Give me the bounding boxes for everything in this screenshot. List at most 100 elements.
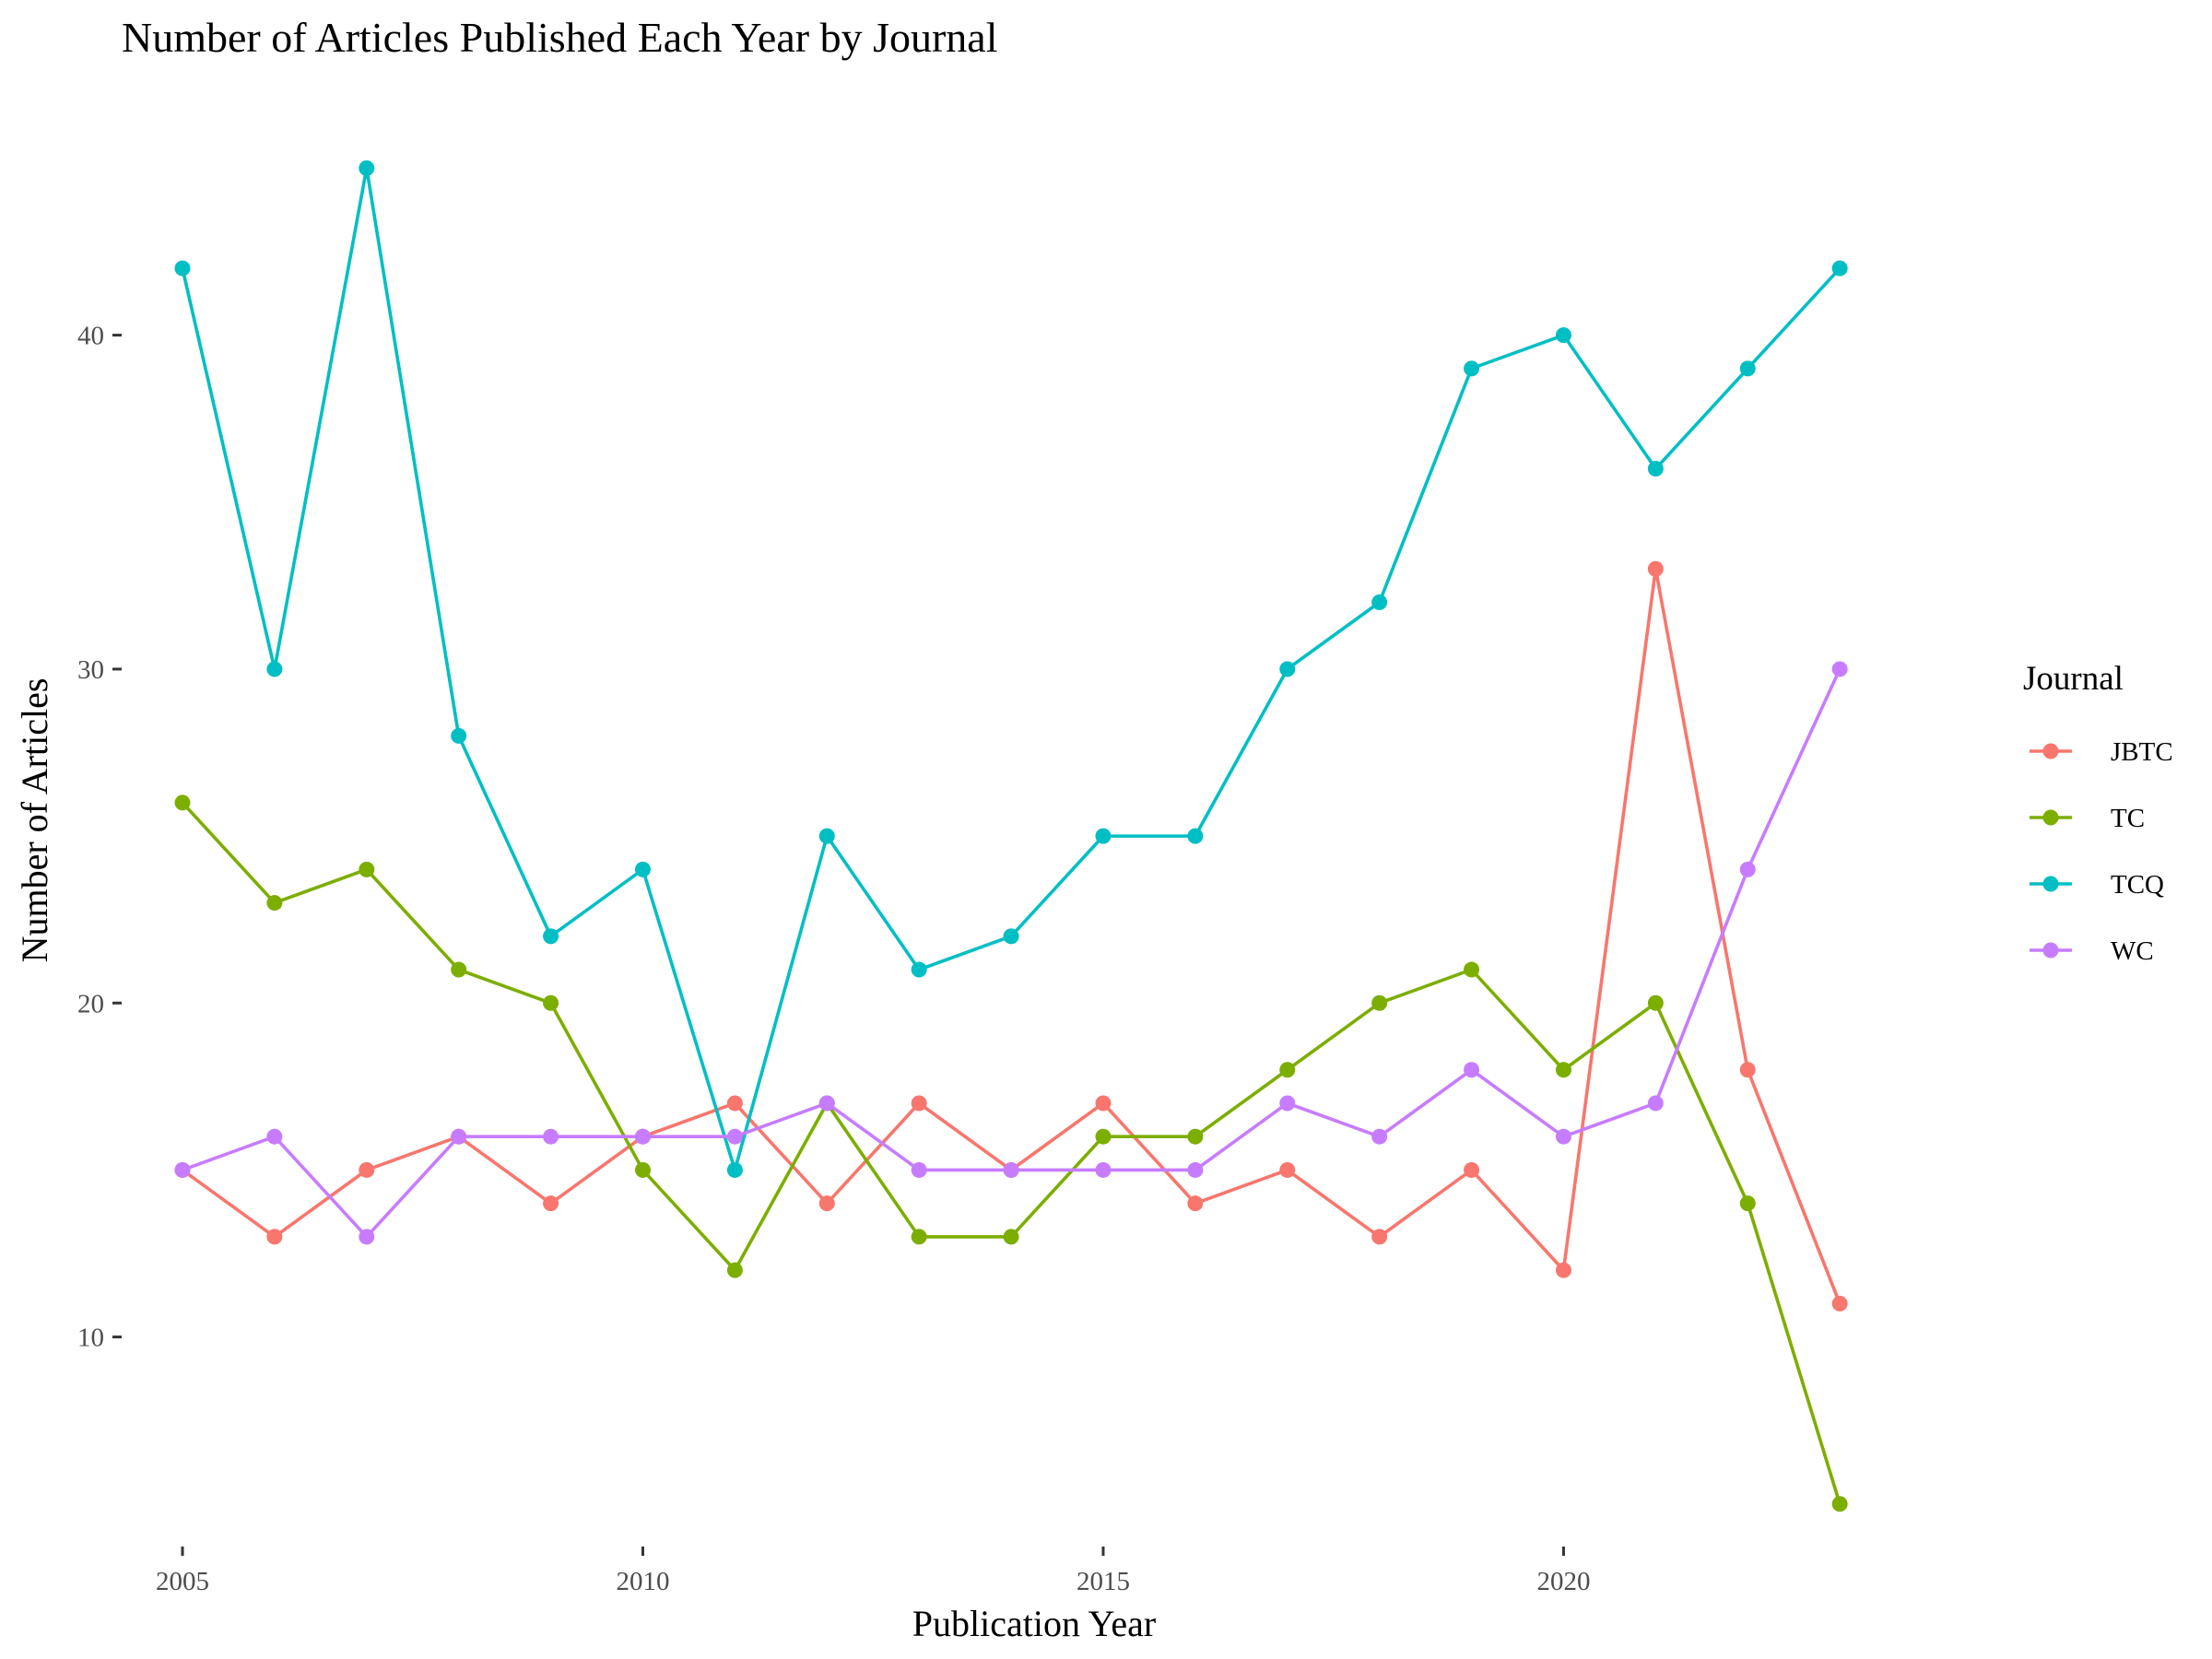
- legend-item-jbtc: JBTC: [2030, 737, 2173, 767]
- data-point-wc: [818, 1095, 835, 1112]
- data-point-tc: [1555, 1062, 1571, 1078]
- legend-item-tcq: TCQ: [2030, 870, 2164, 900]
- data-point-wc: [1095, 1161, 1112, 1178]
- data-point-tcq: [174, 260, 191, 276]
- data-point-tcq: [266, 661, 283, 677]
- legend-key-point: [2042, 876, 2059, 892]
- series-line-wc: [182, 668, 1841, 1239]
- data-point-tc: [543, 994, 559, 1011]
- legend-item-wc: WC: [2030, 936, 2154, 966]
- legend-key-point: [2042, 942, 2059, 959]
- data-point-wc: [451, 1128, 467, 1145]
- data-point-wc: [174, 1161, 191, 1178]
- data-point-jbtc: [1371, 1229, 1388, 1245]
- data-point-tcq: [818, 828, 835, 844]
- data-point-jbtc: [1739, 1062, 1756, 1078]
- y-tick-label: 10: [77, 1324, 104, 1353]
- data-point-tc: [1279, 1062, 1296, 1078]
- data-point-tc: [174, 794, 191, 811]
- x-tick-label: 2015: [1077, 1567, 1130, 1596]
- data-point-jbtc: [1279, 1161, 1296, 1178]
- data-point-jbtc: [1555, 1262, 1571, 1278]
- series-wc: [174, 661, 1848, 1245]
- data-point-tc: [911, 1229, 927, 1245]
- data-point-tc: [1831, 1496, 1848, 1512]
- data-point-tc: [451, 961, 467, 978]
- data-point-wc: [266, 1128, 283, 1145]
- data-point-jbtc: [1831, 1295, 1848, 1312]
- data-point-tc: [726, 1262, 743, 1278]
- data-point-jbtc: [818, 1195, 835, 1212]
- y-axis: 10 20 30 40: [77, 322, 122, 1353]
- data-point-tc: [1187, 1128, 1204, 1145]
- data-point-tc: [359, 861, 375, 877]
- x-tick-label: 2010: [616, 1567, 669, 1596]
- data-point-tc: [1371, 994, 1388, 1011]
- data-point-jbtc: [726, 1095, 743, 1112]
- data-point-tcq: [1187, 828, 1204, 844]
- data-point-jbtc: [1095, 1095, 1112, 1112]
- y-tick-label: 40: [77, 322, 104, 351]
- legend-label: JBTC: [2111, 737, 2173, 767]
- data-point-tcq: [1464, 360, 1480, 377]
- chart-title: Number of Articles Published Each Year b…: [122, 14, 998, 61]
- data-point-tcq: [634, 861, 651, 877]
- legend-label: WC: [2111, 936, 2154, 966]
- data-point-wc: [726, 1128, 743, 1145]
- data-point-tcq: [543, 928, 559, 945]
- data-point-tcq: [1003, 928, 1019, 945]
- data-point-tcq: [1647, 461, 1664, 477]
- data-point-wc: [1647, 1095, 1664, 1112]
- data-point-tcq: [1095, 828, 1112, 844]
- data-point-jbtc: [359, 1161, 375, 1178]
- legend-key-point: [2042, 743, 2059, 759]
- data-point-wc: [634, 1128, 651, 1145]
- x-axis: 2005 2010 2015 2020: [156, 1547, 1590, 1596]
- data-point-wc: [911, 1161, 927, 1178]
- legend: Journal JBTC TC TCQ WC: [2023, 660, 2173, 966]
- data-point-jbtc: [266, 1229, 283, 1245]
- data-point-tcq: [1739, 360, 1756, 377]
- data-point-tcq: [1555, 327, 1571, 344]
- data-point-wc: [1187, 1161, 1204, 1178]
- data-point-jbtc: [1187, 1195, 1204, 1212]
- data-point-wc: [359, 1229, 375, 1245]
- series-tcq: [174, 159, 1848, 1178]
- legend-title: Journal: [2023, 660, 2124, 698]
- data-point-tc: [634, 1161, 651, 1178]
- data-point-jbtc: [543, 1195, 559, 1212]
- data-point-wc: [543, 1128, 559, 1145]
- data-point-tc: [1739, 1195, 1756, 1212]
- data-point-jbtc: [911, 1095, 927, 1112]
- y-tick-label: 20: [77, 989, 104, 1018]
- data-point-jbtc: [1647, 560, 1664, 577]
- x-tick-label: 2020: [1536, 1567, 1590, 1596]
- data-point-tcq: [359, 159, 375, 176]
- data-point-tc: [1095, 1128, 1112, 1145]
- data-point-wc: [1371, 1128, 1388, 1145]
- data-point-tc: [1647, 994, 1664, 1011]
- data-point-tcq: [451, 727, 467, 744]
- y-tick-label: 30: [77, 655, 104, 685]
- data-point-wc: [1555, 1128, 1571, 1145]
- x-tick-label: 2005: [156, 1567, 209, 1596]
- data-point-jbtc: [1464, 1161, 1480, 1178]
- data-point-tcq: [1371, 594, 1388, 610]
- data-point-wc: [1831, 661, 1848, 677]
- legend-key-point: [2042, 809, 2059, 826]
- legend-item-tc: TC: [2030, 804, 2145, 833]
- x-axis-title: Publication Year: [912, 1603, 1156, 1644]
- plot-series: [174, 159, 1848, 1512]
- data-point-tcq: [911, 961, 927, 978]
- series-line-tc: [181, 801, 1841, 1505]
- data-point-tc: [1464, 961, 1480, 978]
- data-point-wc: [1003, 1161, 1019, 1178]
- series-tc: [174, 794, 1848, 1512]
- data-point-tc: [266, 895, 283, 912]
- legend-label: TCQ: [2111, 870, 2164, 900]
- data-point-wc: [1464, 1062, 1480, 1078]
- data-point-wc: [1279, 1095, 1296, 1112]
- legend-label: TC: [2111, 804, 2145, 833]
